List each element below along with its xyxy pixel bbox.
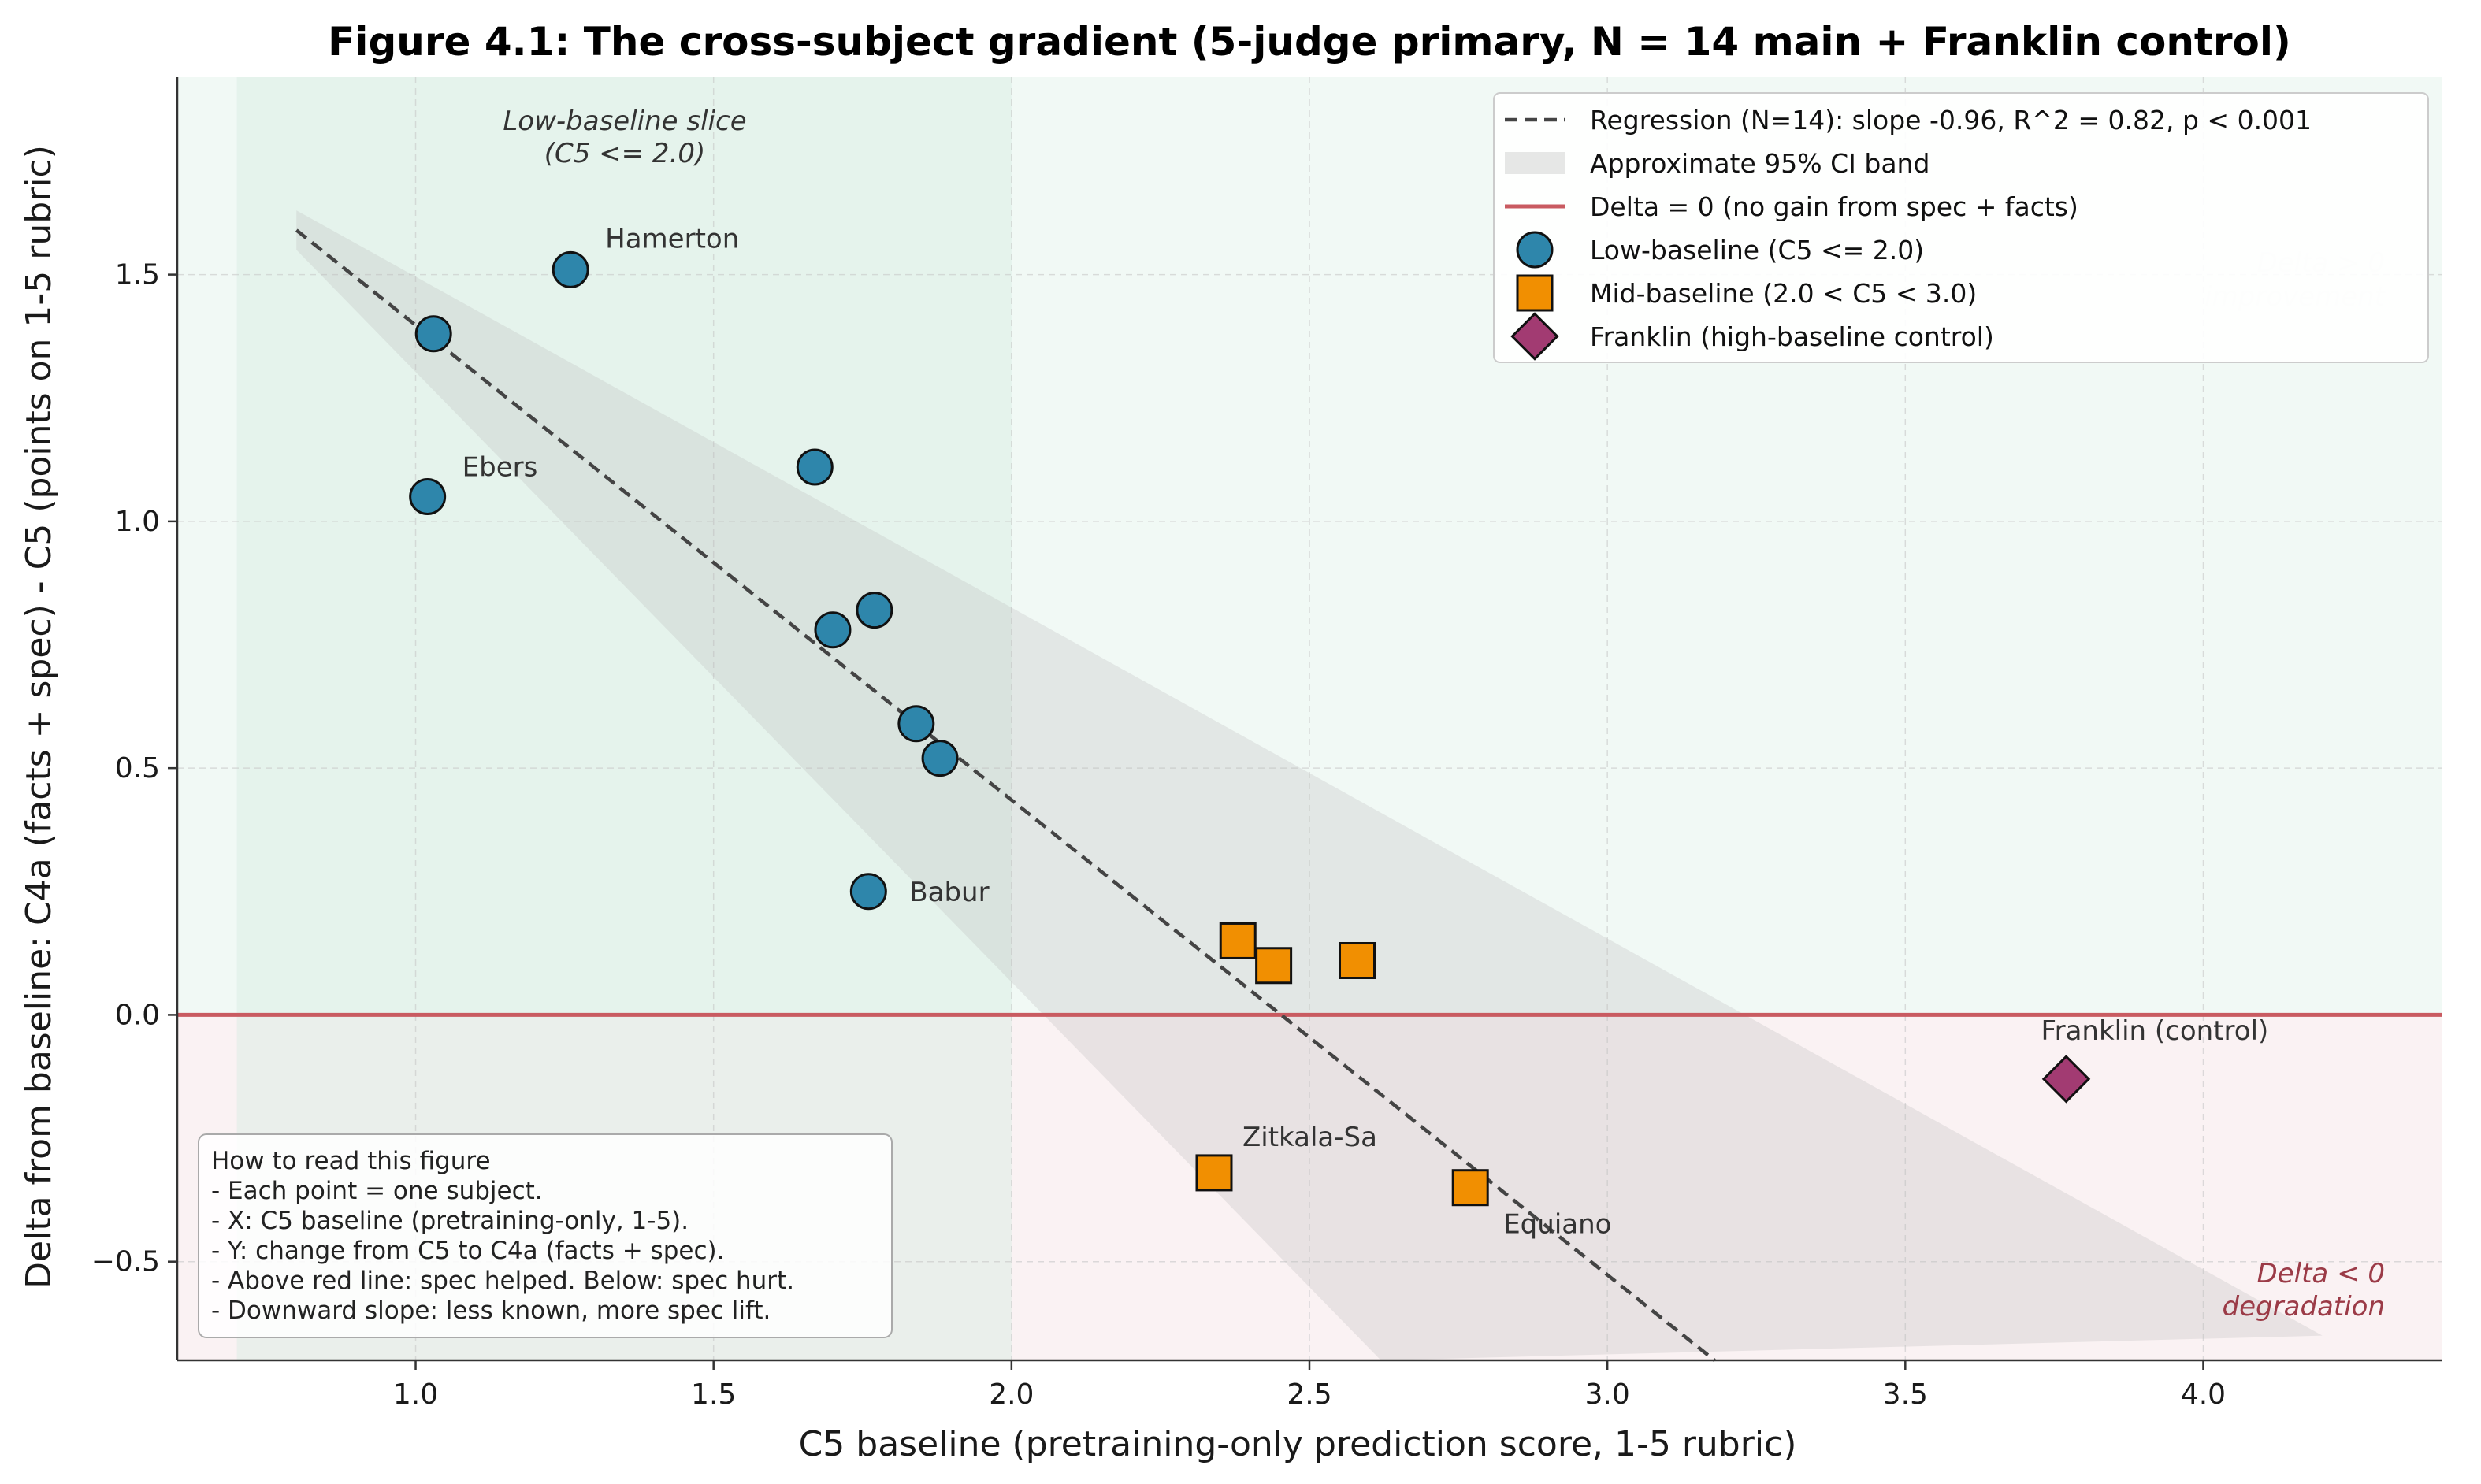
x-tick-label: 1.0 <box>393 1378 438 1411</box>
note-line: - Each point = one subject. <box>211 1177 543 1205</box>
mid-baseline-point <box>1339 942 1376 980</box>
how-to-read-note: How to read this figure- Each point = on… <box>198 1133 893 1338</box>
legend: Regression (N=14): slope -0.96, R^2 = 0.… <box>1493 92 2429 363</box>
legend-series-swatch <box>1516 274 1554 312</box>
y-tick-label: 1.5 <box>115 259 160 291</box>
note-line: - Downward slope: less known, more spec … <box>211 1297 771 1325</box>
franklin-point <box>2041 1055 2091 1104</box>
mid-baseline-point <box>1451 1169 1489 1207</box>
low-baseline-point <box>552 250 589 288</box>
point-label: Hamerton <box>605 223 739 254</box>
point-labels: Hamerton Ebers Babur Zitkala-Sa Equiano Frank… <box>462 223 2269 1240</box>
legend-ci-label: Approximate 95% CI band <box>1590 148 1929 179</box>
point-label: Equiano <box>1503 1209 1611 1241</box>
chart-title: Figure 4.1: The cross-subject gradient (… <box>328 19 2291 65</box>
point-label: Franklin (control) <box>2041 1015 2269 1047</box>
y-tick-label: 0.5 <box>115 752 160 785</box>
x-tick-label: 2.5 <box>1287 1378 1331 1411</box>
legend-series-label: Franklin (high-baseline control) <box>1590 321 1994 352</box>
note-frame <box>198 1133 893 1338</box>
legend-series-label: Low-baseline (C5 <= 2.0) <box>1590 235 1924 265</box>
data-markers <box>409 250 2091 1207</box>
note-line: How to read this figure <box>211 1147 491 1175</box>
axes: 1.0 1.5 2.0 2.5 3.0 3.5 4.0 −0.5 0.0 0.5 1.0 1.5 <box>91 77 2442 1411</box>
low-slice-annotation: Low-baseline slice <box>503 106 746 137</box>
legend-ci-swatch <box>1505 152 1565 174</box>
regression-line <box>295 228 1716 1362</box>
low-baseline-point <box>897 705 935 743</box>
y-tick-label: 1.0 <box>115 506 160 538</box>
point-label: Ebers <box>462 452 538 484</box>
legend-series-swatch <box>1516 231 1554 269</box>
point-label: Babur <box>909 877 989 908</box>
negative-annotation: Delta < 0 <box>2257 1258 2385 1289</box>
note-line: - X: C5 baseline (pretraining-only, 1-5)… <box>211 1207 689 1235</box>
reference-lines <box>177 228 2442 1362</box>
legend-zero-label: Delta = 0 (no gain from spec + facts) <box>1590 191 2078 222</box>
low-baseline-point <box>814 611 852 649</box>
x-tick-label: 3.5 <box>1883 1378 1928 1411</box>
legend-frame <box>1493 92 2429 363</box>
x-tick-label: 2.0 <box>989 1378 1034 1411</box>
legend-series-label: Mid-baseline (2.0 < C5 < 3.0) <box>1590 278 1977 309</box>
note-line: - Y: change from C5 to C4a (facts + spec… <box>211 1237 724 1265</box>
mid-baseline-point <box>1255 947 1293 985</box>
point-label: Zitkala-Sa <box>1242 1122 1377 1153</box>
low-baseline-point <box>856 592 893 629</box>
x-tick-label: 1.5 <box>691 1378 736 1411</box>
low-baseline-point <box>849 873 887 911</box>
low-baseline-point <box>414 315 452 353</box>
low-baseline-point <box>921 740 959 777</box>
mid-baseline-point <box>1219 922 1257 959</box>
legend-regression-label: Regression (N=14): slope -0.96, R^2 = 0.… <box>1590 105 2312 135</box>
y-tick-label: 0.0 <box>115 999 160 1031</box>
low-slice-annotation-range: (C5 <= 2.0) <box>544 138 706 169</box>
x-axis-label: C5 baseline (pretraining-only prediction… <box>799 1424 1797 1464</box>
ci-band-layer <box>296 210 2323 1360</box>
mid-baseline-point <box>1195 1154 1233 1192</box>
ci-band <box>296 210 2323 1360</box>
x-tick-label: 4.0 <box>2181 1378 2226 1411</box>
low-baseline-point <box>796 448 834 486</box>
y-tick-label: −0.5 <box>91 1246 160 1278</box>
legend-series-swatch <box>1510 312 1559 361</box>
x-tick-label: 3.0 <box>1585 1378 1630 1411</box>
y-axis-label: Delta from baseline: C4a (facts + spec) … <box>19 145 59 1289</box>
note-line: - Above red line: spec helped. Below: sp… <box>211 1267 794 1295</box>
low-baseline-point <box>409 478 447 516</box>
negative-annotation-sub: degradation <box>2223 1291 2385 1323</box>
